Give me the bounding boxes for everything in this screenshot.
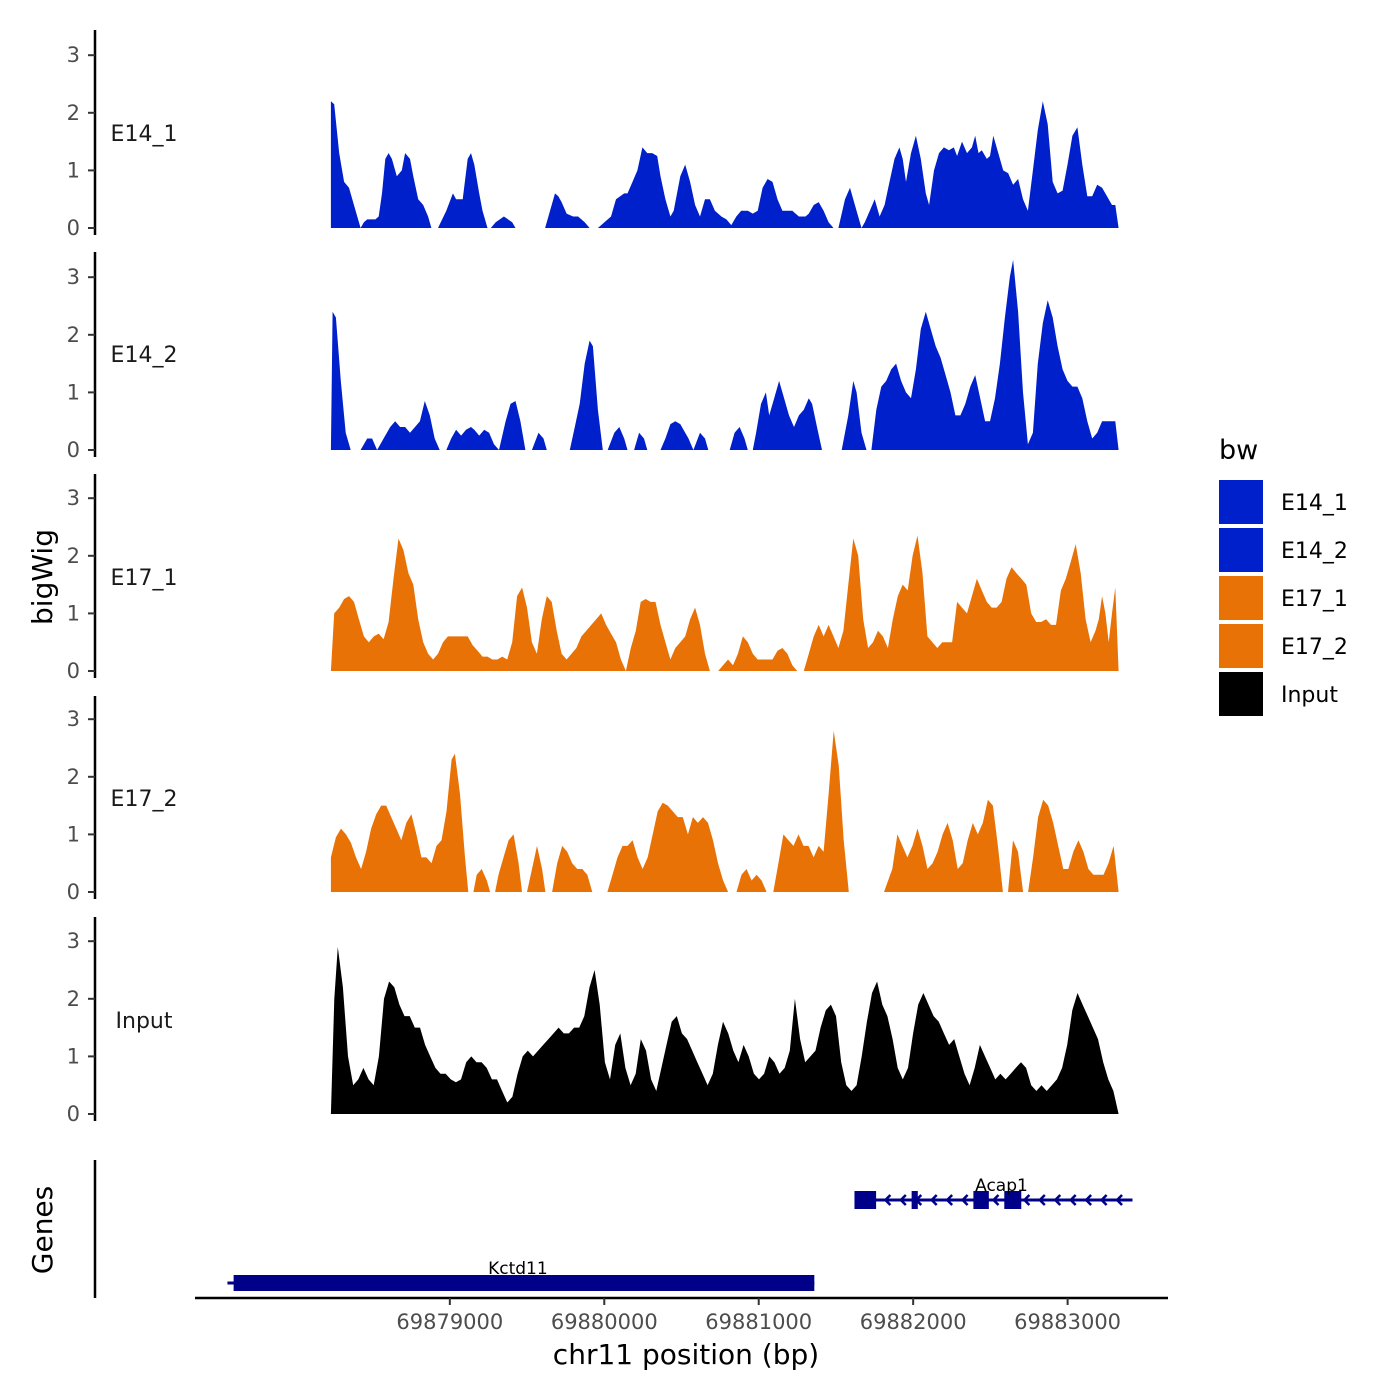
legend-swatch-e14-2 (1219, 528, 1263, 572)
legend-label: E17_1 (1281, 587, 1348, 612)
y-tick-label: 2 (67, 323, 80, 347)
x-tick-label: 69883000 (1014, 1310, 1121, 1334)
legend-swatch-e14-1 (1219, 480, 1263, 524)
y-tick-label: 1 (67, 601, 80, 625)
exon-block (854, 1191, 877, 1209)
area-e14-1 (330, 101, 1119, 228)
y-tick-label: 1 (67, 822, 80, 846)
legend-label: E14_2 (1281, 539, 1348, 564)
y-tick-label: 2 (67, 765, 80, 789)
track-e14-1: 0 1 2 3 E14_1 (67, 30, 1119, 240)
strand-arrow (1053, 1194, 1062, 1206)
legend-swatch-input (1219, 672, 1263, 716)
gene-label: Acap1 (975, 1176, 1028, 1196)
strand-arrow (945, 1194, 954, 1206)
strand-arrow (1022, 1194, 1031, 1206)
area-e17-1 (330, 535, 1119, 671)
y-tick-label: 0 (67, 1102, 80, 1126)
legend-swatch-e17-2 (1219, 624, 1263, 668)
gene-kctd11: Kctd11 (227, 1259, 815, 1291)
strand-arrow (929, 1194, 938, 1206)
strand-arrow (1007, 1194, 1015, 1206)
track-e14-2: 0 1 2 3 E14_2 (67, 252, 1119, 462)
legend-swatch-e17-1 (1219, 576, 1263, 620)
area-e17-2 (330, 730, 1119, 892)
track-label: E14_1 (111, 122, 178, 147)
y-tick-label: 2 (67, 101, 80, 125)
x-tick-label: 69880000 (551, 1310, 658, 1334)
gene-acap1: Acap1 (854, 1176, 1133, 1209)
genes-axis-title: Genes (26, 1186, 59, 1274)
area-e14-2 (330, 259, 1119, 450)
x-tick-label: 69879000 (396, 1310, 503, 1334)
y-tick-label: 0 (67, 438, 80, 462)
y-tick-label: 3 (67, 707, 80, 731)
y-tick-label: 3 (67, 486, 80, 510)
genes-layer: Acap1 Kctd11 (93, 1160, 1133, 1298)
strand-arrow (1068, 1194, 1077, 1206)
y-tick-label: 3 (67, 43, 80, 67)
y-tick-label: 1 (67, 158, 80, 182)
y-tick-label: 3 (67, 265, 80, 289)
x-axis: 69879000 69880000 69881000 69882000 69883000 (195, 1296, 1168, 1334)
strand-arrow (1115, 1194, 1123, 1206)
y-tick-label: 2 (67, 544, 80, 568)
track-e17-1: 0 1 2 3 E17_1 (67, 474, 1119, 683)
strand-arrow (1038, 1194, 1046, 1206)
legend-title: bw (1219, 435, 1258, 466)
track-label: E14_2 (111, 343, 178, 368)
exon-block (973, 1191, 989, 1209)
y-axis-title: bigWig (26, 529, 59, 625)
tracks-layer: 0 1 2 3 E14_1 0 1 2 3 E14_2 0 1 2 3 E17_1 0 1 2 3 E17_2 0 1 2 3… (67, 30, 1119, 1126)
legend: bw E14_1 E14_2 E17_1 E17_2 Input (1219, 435, 1348, 716)
track-label: Input (116, 1009, 173, 1034)
strand-arrow (899, 1194, 907, 1206)
y-tick-label: 0 (67, 216, 80, 240)
area-input (330, 947, 1119, 1114)
y-tick-label: 0 (67, 659, 80, 683)
x-tick-label: 69881000 (705, 1310, 812, 1334)
strand-arrow (1099, 1194, 1108, 1206)
strand-arrow (914, 1194, 923, 1206)
exon-block (233, 1275, 815, 1291)
track-label: E17_2 (111, 787, 178, 812)
legend-label: E17_2 (1281, 635, 1348, 660)
gene-label: Kctd11 (488, 1259, 548, 1279)
y-tick-label: 3 (67, 929, 80, 953)
strand-arrow (976, 1194, 984, 1206)
track-e17-2: 0 1 2 3 E17_2 (67, 696, 1119, 904)
strand-arrow (991, 1194, 1000, 1206)
legend-label: E14_1 (1281, 491, 1348, 516)
y-tick-label: 0 (67, 880, 80, 904)
exon-block (1004, 1191, 1022, 1209)
strand-arrow (960, 1194, 969, 1206)
track-input: 0 1 2 3 Input (67, 917, 1119, 1126)
strand-arrow (1084, 1194, 1093, 1206)
y-tick-label: 2 (67, 987, 80, 1011)
legend-label: Input (1281, 683, 1338, 708)
track-label: E17_1 (111, 566, 178, 591)
strand-arrow (883, 1194, 892, 1206)
y-tick-label: 1 (67, 1044, 80, 1068)
strand-arrow (868, 1194, 876, 1206)
y-tick-label: 1 (67, 380, 80, 404)
x-axis-title: chr11 position (bp) (553, 1338, 819, 1371)
x-tick-label: 69882000 (860, 1310, 967, 1334)
